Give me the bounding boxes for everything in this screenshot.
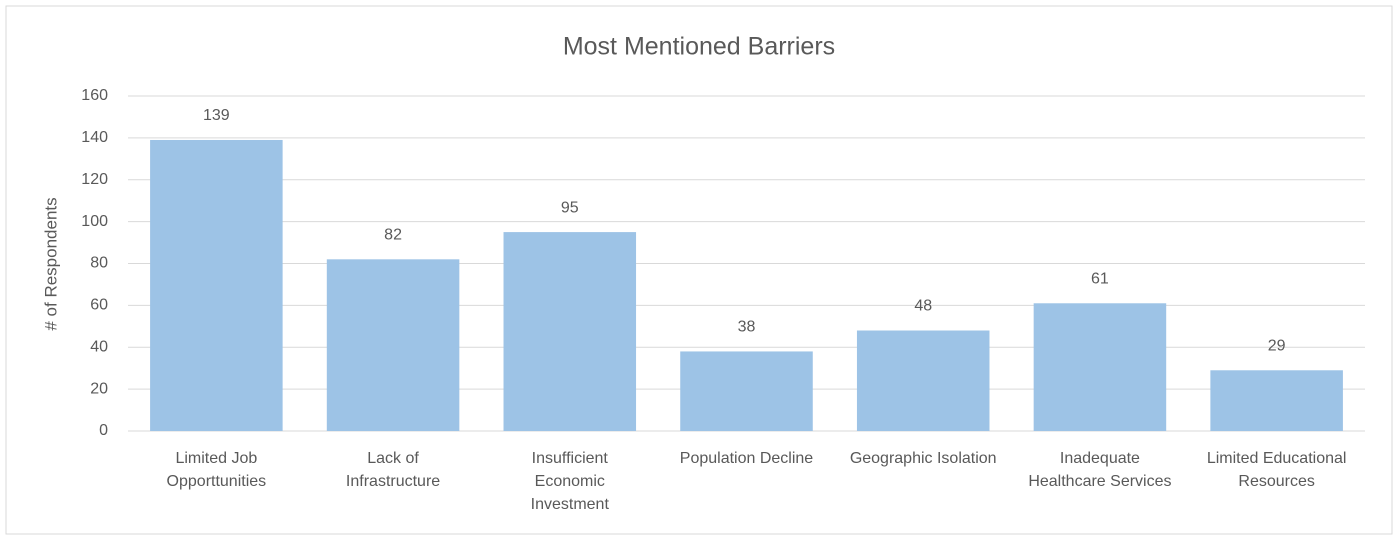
data-label: 95 bbox=[561, 199, 579, 216]
bar bbox=[326, 259, 460, 431]
x-tick-label: Population Decline bbox=[679, 450, 814, 467]
x-tick-label: Geographic Isolation bbox=[849, 450, 997, 467]
x-tick-label: Inadequate Healthcare Services bbox=[1028, 450, 1172, 490]
bar bbox=[503, 232, 637, 431]
x-tick-label: Insufficient Economic Investment bbox=[530, 450, 609, 513]
y-tick-label: 20 bbox=[90, 380, 108, 397]
y-tick-label: 100 bbox=[81, 213, 108, 230]
chart-title: Most Mentioned Barriers bbox=[563, 33, 835, 61]
data-label: 38 bbox=[738, 319, 756, 336]
bar bbox=[680, 351, 813, 431]
data-label: 29 bbox=[1268, 338, 1286, 355]
x-tick-label: Limited Job Opporttunities bbox=[166, 450, 267, 490]
bar bbox=[856, 330, 990, 431]
y-tick-label: 40 bbox=[90, 338, 108, 355]
data-label: 61 bbox=[1091, 271, 1109, 288]
x-tick-label: Limited Educational Resources bbox=[1206, 450, 1347, 490]
data-label: 139 bbox=[203, 107, 230, 124]
bar bbox=[1033, 303, 1167, 431]
y-tick-label: 0 bbox=[99, 422, 108, 439]
data-label: 48 bbox=[914, 298, 932, 315]
data-label: 82 bbox=[384, 227, 402, 244]
bar bbox=[1210, 370, 1343, 431]
y-tick-label: 120 bbox=[81, 171, 108, 188]
y-tick-label: 80 bbox=[90, 255, 108, 272]
y-tick-label: 60 bbox=[90, 297, 108, 314]
y-tick-label: 140 bbox=[81, 129, 108, 146]
y-axis-label: # of Respondents bbox=[41, 197, 60, 330]
x-tick-label: Lack of Infrastructure bbox=[345, 450, 441, 490]
bar bbox=[150, 139, 283, 431]
y-tick-label: 160 bbox=[81, 87, 108, 104]
